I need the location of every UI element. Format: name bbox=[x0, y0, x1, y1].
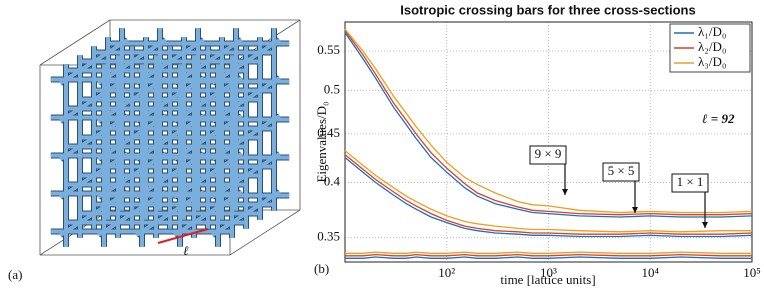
annotation-box bbox=[529, 145, 567, 165]
data-line bbox=[345, 251, 752, 254]
y-tick-label: 0.35 bbox=[317, 229, 340, 244]
data-line bbox=[344, 150, 752, 233]
length-symbol: ℓ bbox=[183, 243, 189, 258]
arrow-head bbox=[562, 189, 568, 195]
data-line bbox=[344, 32, 753, 218]
data-line bbox=[344, 154, 753, 235]
legend-label: λ₂/D₀ bbox=[698, 39, 726, 54]
box-edge bbox=[229, 209, 301, 256]
data-line bbox=[344, 156, 753, 238]
chart-title: Isotropic crossing bars for three cross-… bbox=[400, 2, 695, 17]
y-axis-label: Eigenvalues/D₀ bbox=[314, 101, 329, 182]
annotation: 1 × 1 bbox=[677, 174, 704, 189]
data-line bbox=[345, 256, 752, 259]
y-tick-label: 0.5 bbox=[324, 81, 340, 96]
annotation: ℓ = 92 bbox=[702, 111, 735, 126]
legend-label: λ₁/D₀ bbox=[698, 24, 726, 39]
x-axis-label: time [lattice units] bbox=[500, 272, 595, 287]
y-tick-label: 0.4 bbox=[324, 174, 341, 189]
rod bbox=[211, 38, 281, 85]
box-edge bbox=[39, 19, 111, 66]
rod bbox=[211, 76, 281, 123]
y-tick-label: 0.45 bbox=[317, 125, 340, 140]
y-tick-label: 0.55 bbox=[317, 42, 340, 57]
x-tick-label: 10⁵ bbox=[743, 265, 761, 280]
data-line bbox=[344, 30, 753, 216]
panel-label: (a) bbox=[8, 267, 22, 282]
x-tick-label: 10⁴ bbox=[641, 265, 659, 280]
annotation-box bbox=[602, 162, 640, 182]
annotation: 9 × 9 bbox=[535, 146, 562, 161]
plot-frame bbox=[344, 21, 753, 263]
annotation-box bbox=[671, 173, 709, 193]
x-tick-label: 10² bbox=[438, 265, 455, 280]
annotation: 5 × 5 bbox=[608, 163, 635, 178]
rod bbox=[211, 114, 281, 161]
x-tick-label: 10³ bbox=[540, 265, 557, 280]
panel-label: (b) bbox=[314, 261, 329, 276]
arrow-head bbox=[632, 207, 638, 213]
legend-label: λ₃/D₀ bbox=[698, 54, 726, 69]
data-line bbox=[344, 28, 753, 214]
length-arrow bbox=[157, 228, 209, 244]
legend-box bbox=[669, 23, 751, 73]
data-line bbox=[345, 253, 752, 257]
arrow-head bbox=[702, 222, 708, 228]
